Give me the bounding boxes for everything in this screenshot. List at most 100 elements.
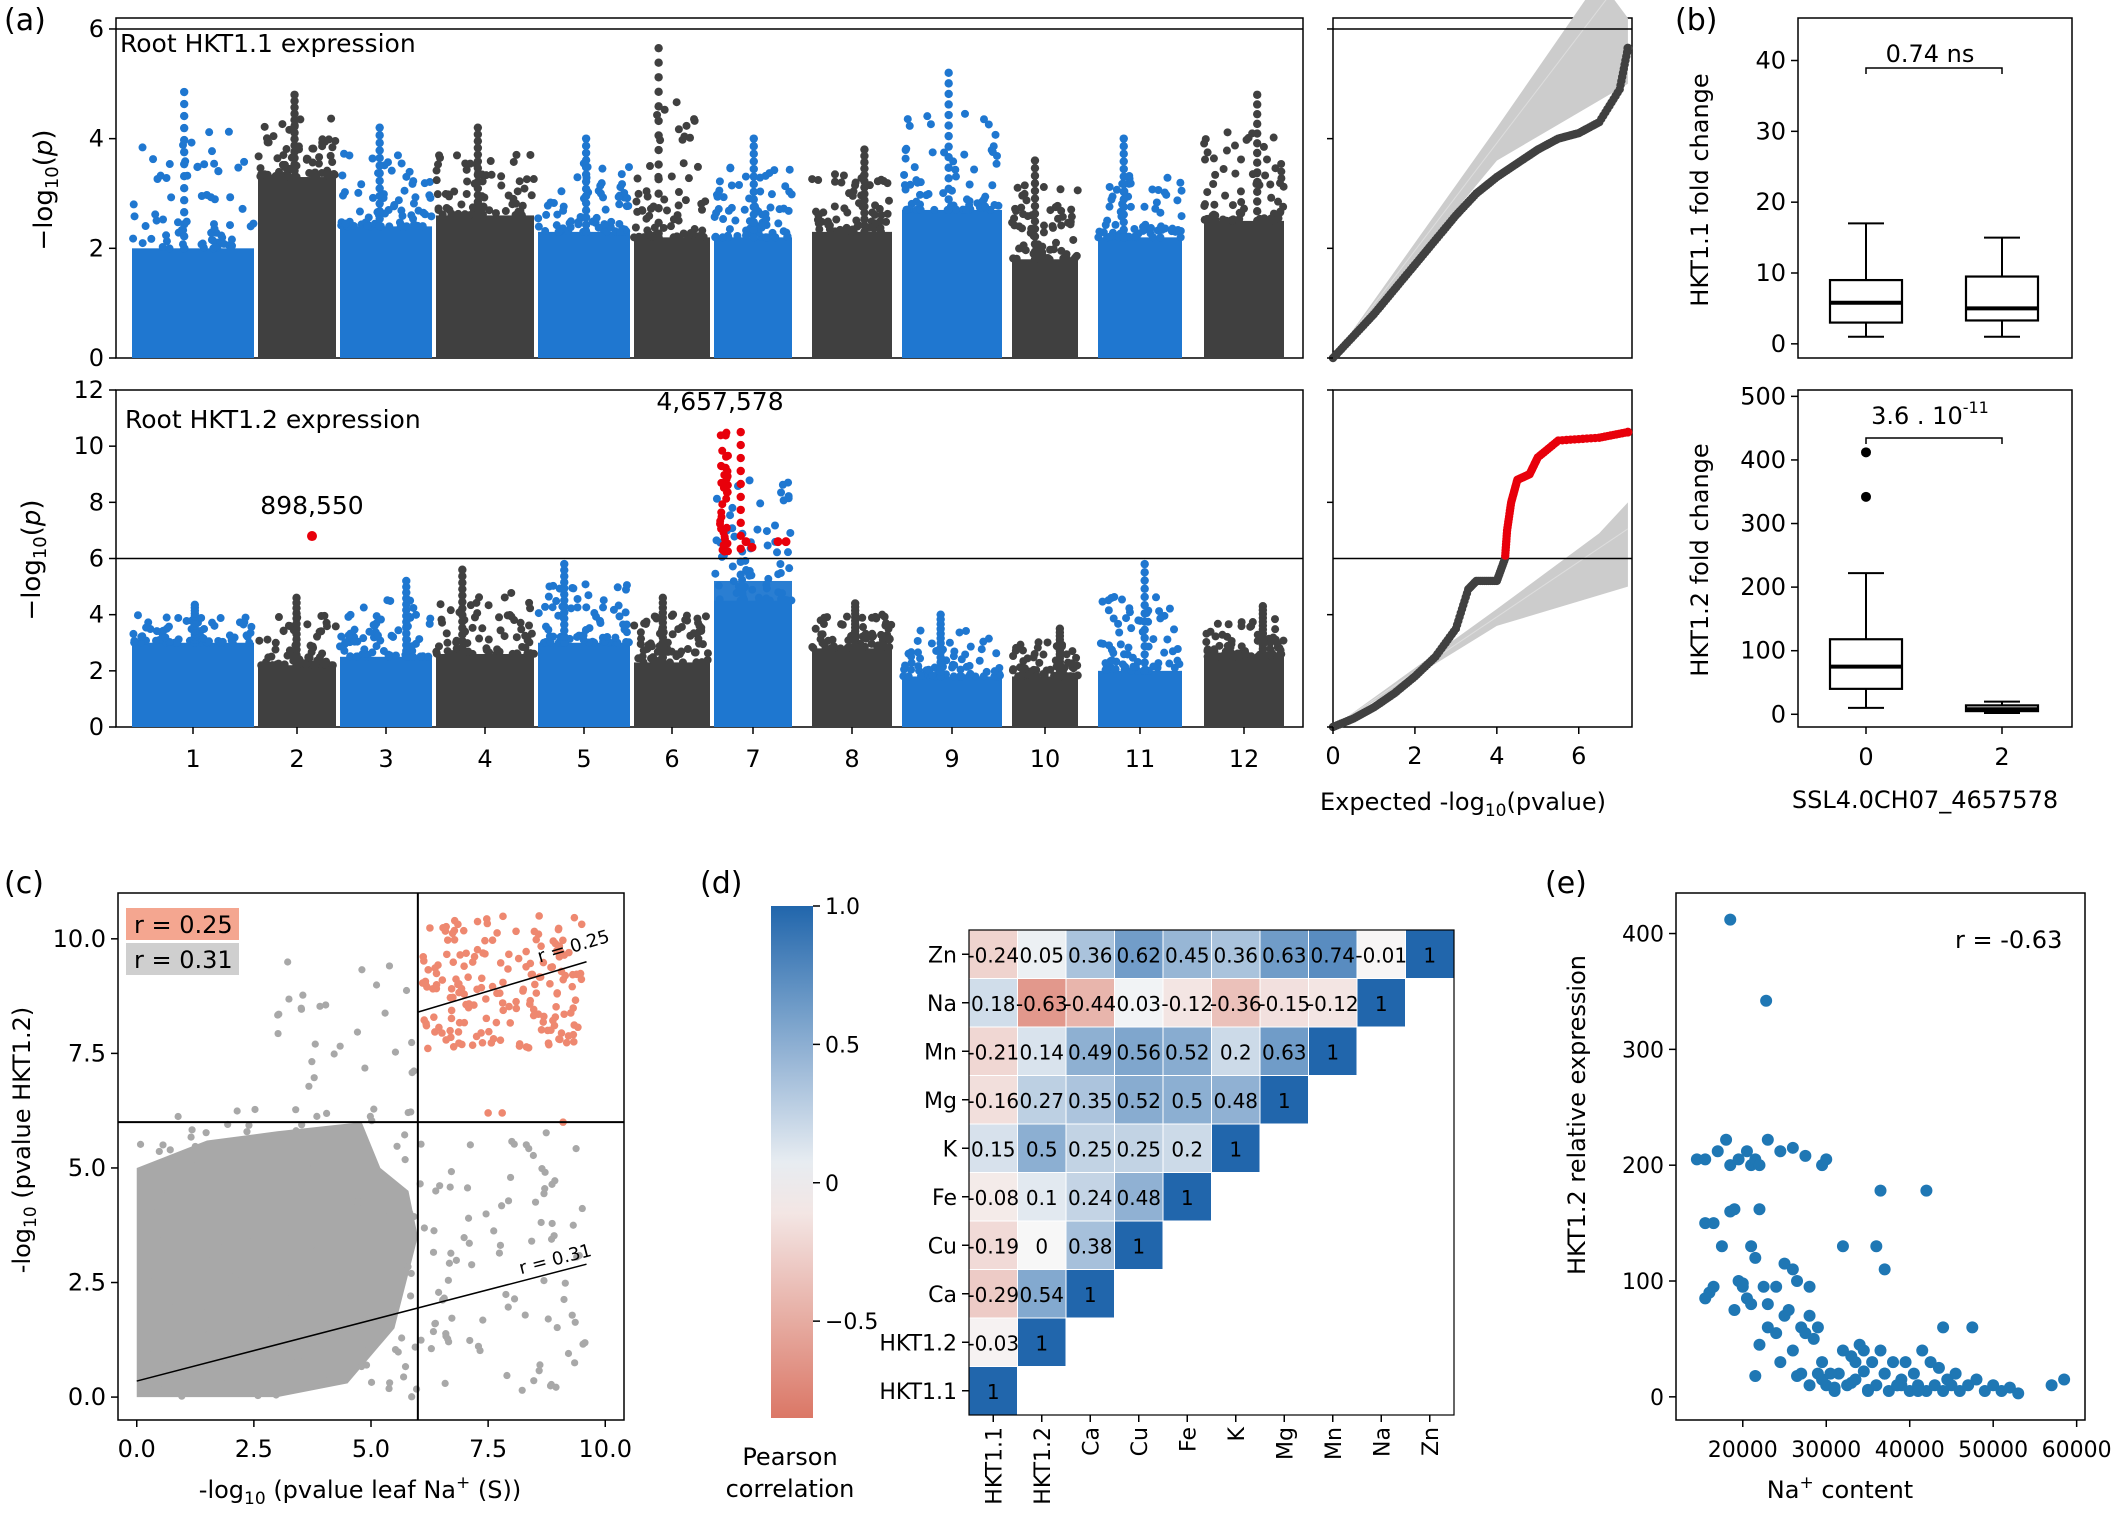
manhattan-hkt11-point	[1039, 228, 1048, 237]
manhattan-hkt12-point	[133, 611, 142, 620]
pvalue-scatter-sig-point	[532, 989, 541, 997]
manhattan-hkt12-point	[552, 597, 561, 606]
manhattan-hkt12-point	[523, 633, 532, 642]
manhattan-hkt11-peak-point	[290, 153, 299, 163]
pvalue-scatter-point	[187, 1323, 195, 1332]
manhattan-hkt12-point	[1271, 625, 1280, 634]
pvalue-scatter-sig-point	[504, 965, 512, 973]
manhattan-hkt12-point	[1149, 662, 1158, 671]
manhattan-hkt12-point	[328, 661, 337, 670]
pvalue-scatter-point	[223, 1340, 232, 1348]
manhattan-hkt12-ytick-label: 0	[89, 713, 104, 741]
manhattan-hkt11-point	[1071, 253, 1080, 262]
expression-point	[1770, 1280, 1783, 1293]
manhattan-hkt11-peak-point	[473, 177, 483, 186]
pvalue-scatter-sig-point	[459, 926, 468, 935]
manhattan-hkt11-point	[1046, 245, 1055, 254]
manhattan-hkt11-point	[618, 180, 627, 189]
manhattan-hkt11-peak-point	[1119, 195, 1128, 204]
manhattan-hkt11-point	[756, 187, 765, 196]
manhattan-hkt11-point	[719, 193, 728, 202]
manhattan-hkt11-peak-point	[290, 134, 299, 144]
pvalue-scatter-point	[313, 1210, 321, 1218]
manhattan-hkt11-point	[682, 121, 691, 130]
pvalue-scatter-point	[330, 1192, 338, 1200]
pvalue-scatter-point	[380, 1302, 388, 1310]
manhattan-hkt11-point	[693, 162, 702, 171]
manhattan-hkt12-point	[956, 665, 965, 674]
manhattan-hkt11-point	[913, 178, 922, 187]
manhattan-hkt11-point	[447, 209, 456, 218]
pvalue-scatter-point	[217, 1375, 225, 1383]
manhattan-hkt11-point	[234, 163, 243, 172]
manhattan-hkt11-point	[390, 201, 399, 210]
manhattan-hkt11-point	[1222, 146, 1231, 155]
pvalue-scatter-point	[372, 1337, 380, 1345]
manhattan-hkt12-point	[879, 641, 888, 650]
heatmap-xlabel: Zn	[1419, 1427, 1444, 1456]
manhattan-hkt11-band-chr11	[1098, 237, 1182, 358]
manhattan-hkt11-peak-point	[179, 171, 189, 181]
pvalue-scatter-point	[159, 1379, 167, 1387]
manhattan-hkt11-point	[526, 150, 535, 159]
pvalue-scatter-sig-point	[567, 1009, 575, 1017]
manhattan-hkt12-point	[650, 658, 659, 667]
manhattan-hkt11-point	[1236, 187, 1245, 196]
manhattan-hkt12-point	[771, 521, 780, 530]
pvalue-scatter-point	[369, 1160, 377, 1168]
manhattan-hkt12-point	[949, 672, 958, 681]
pvalue-scatter-ylabel: -log10 (pvalue HKT1.2)	[8, 1007, 41, 1273]
manhattan-hkt11-point	[1022, 196, 1031, 205]
pvalue-scatter-point	[241, 1310, 250, 1318]
manhattan-hkt12-peak-point	[736, 544, 745, 553]
manhattan-hkt12-point	[1109, 614, 1118, 623]
qq-hkt12-point	[1623, 427, 1633, 437]
pvalue-scatter-sig-point	[515, 1042, 524, 1050]
manhattan-hkt12-point	[579, 631, 588, 640]
heatmap-cell-label: 0.24	[1068, 1186, 1113, 1210]
manhattan-hkt11-peak-point	[654, 116, 663, 126]
manhattan-hkt11-peak-point	[1030, 217, 1040, 226]
manhattan-hkt11-point	[830, 170, 839, 179]
manhattan-hkt12-peak-point	[560, 596, 569, 605]
manhattan-hkt12-point	[359, 634, 368, 643]
manhattan-hkt12-point	[819, 619, 828, 628]
pvalue-scatter-point	[357, 1182, 366, 1191]
manhattan-hkt12-point	[784, 494, 793, 503]
pvalue-scatter-point	[495, 1249, 504, 1257]
manhattan-hkt12-peak-point	[736, 492, 745, 502]
manhattan-hkt11-point	[462, 165, 471, 174]
heatmap-cell-label: -0.44	[1064, 992, 1116, 1016]
manhattan-hkt11-point	[445, 192, 454, 201]
manhattan-hkt11-point	[633, 207, 642, 216]
pvalue-scatter-point	[302, 1282, 310, 1290]
manhattan-hkt11-point	[152, 216, 161, 225]
expression-xlabel: Na+ content	[1767, 1473, 1913, 1504]
heatmap-xlabel: HKT1.1	[982, 1427, 1007, 1505]
pvalue-scatter-sig-point	[555, 942, 564, 950]
manhattan-hkt11-point	[727, 181, 736, 190]
manhattan-hkt11-peak-point	[944, 68, 953, 78]
manhattan-hkt11-peak-point	[1253, 168, 1262, 177]
manhattan-hkt11-point	[843, 208, 852, 217]
expression-point	[1799, 1149, 1812, 1162]
pvalue-scatter-point	[159, 1141, 167, 1149]
pvalue-scatter-point	[282, 1322, 290, 1331]
heatmap-xlabel: Mg	[1273, 1427, 1298, 1460]
manhattan-hkt12-point	[152, 636, 161, 645]
qq-hkt12-xtick-label: 6	[1571, 742, 1586, 770]
manhattan-hkt11-point	[1259, 142, 1268, 151]
heatmap-cell	[1114, 978, 1164, 1028]
manhattan-hkt11-point	[405, 167, 414, 176]
pvalue-scatter-point	[316, 1002, 324, 1010]
pvalue-scatter-sig-point	[493, 929, 501, 937]
manhattan-hkt11-peak-point	[1119, 225, 1128, 234]
manhattan-hkt11-peak-point	[581, 198, 591, 208]
manhattan-hkt11-point	[759, 221, 768, 230]
manhattan-hkt12-point	[534, 609, 543, 618]
expression-point	[1857, 1365, 1870, 1378]
heatmap-cell-label: 0.1	[1026, 1186, 1058, 1210]
manhattan-hkt12-point	[225, 631, 234, 640]
pvalue-scatter-point	[274, 1029, 282, 1038]
manhattan-hkt12-point	[337, 632, 346, 641]
